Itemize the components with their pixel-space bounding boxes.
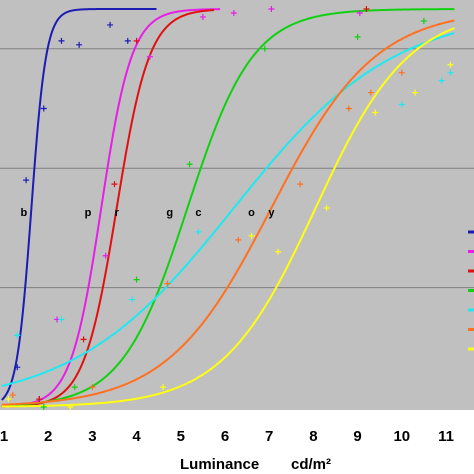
x-axis-unit: cd/m²	[291, 456, 331, 473]
data-point-r	[80, 336, 87, 343]
data-point-b	[40, 105, 47, 112]
series-line-b	[1, 8, 157, 401]
data-point-g	[354, 33, 361, 40]
series-line-g	[1, 8, 455, 407]
data-point-g	[261, 45, 268, 52]
curve-label-y: y	[268, 207, 275, 219]
data-point-r	[133, 37, 140, 44]
data-points	[5, 6, 454, 410]
data-point-o	[367, 89, 374, 96]
x-tick-labels: 1 2 3 4 5 6 7 8 9 10 11	[0, 428, 454, 445]
data-point-y	[160, 384, 167, 391]
x-axis-label: Luminance	[180, 456, 259, 473]
data-point-o	[398, 69, 405, 76]
data-point-b	[58, 37, 65, 44]
data-point-y	[5, 396, 12, 403]
x-tick-label: 5	[177, 428, 185, 445]
data-point-b	[76, 41, 83, 48]
curve-label-p: p	[85, 207, 92, 219]
x-tick-label: 8	[309, 428, 317, 445]
data-point-b	[107, 21, 114, 28]
curve-label-r: r	[115, 207, 120, 219]
x-tick-label: 7	[265, 428, 273, 445]
data-point-c	[14, 332, 21, 339]
data-point-o	[235, 236, 242, 243]
series-line-c	[1, 32, 455, 387]
data-point-y	[248, 232, 255, 239]
series-line-p	[1, 8, 221, 408]
data-point-c	[58, 316, 65, 323]
x-tick-label: 9	[353, 428, 361, 445]
curve-label-g: g	[166, 207, 173, 219]
data-point-r	[111, 181, 118, 188]
data-point-b	[124, 37, 131, 44]
data-point-r	[363, 6, 370, 12]
data-point-b	[14, 364, 21, 371]
x-tick-label: 2	[44, 428, 52, 445]
x-tick-label: 6	[221, 428, 229, 445]
grid	[0, 48, 474, 289]
data-point-g	[71, 384, 78, 391]
curve-label-c: c	[195, 207, 201, 219]
data-point-g	[40, 404, 47, 410]
data-point-c	[447, 69, 454, 76]
series-line-y	[1, 27, 455, 408]
x-tick-label: 11	[438, 428, 454, 445]
data-point-o	[164, 280, 171, 287]
x-tick-label: 10	[393, 428, 410, 445]
data-point-p	[102, 252, 109, 259]
data-point-o	[89, 384, 96, 391]
data-point-y	[447, 61, 454, 68]
data-point-y	[275, 248, 282, 255]
data-point-p	[146, 53, 153, 60]
data-point-g	[186, 161, 193, 168]
data-point-c	[438, 77, 445, 84]
data-point-p	[199, 13, 206, 20]
x-tick-label: 4	[132, 428, 141, 445]
x-tick-label: 1	[0, 428, 8, 445]
data-point-g	[133, 276, 140, 283]
data-point-p	[356, 9, 363, 16]
data-point-r	[36, 396, 43, 403]
x-tick-label: 3	[88, 428, 96, 445]
data-point-c	[398, 101, 405, 108]
data-point-y	[67, 404, 74, 410]
data-point-b	[23, 177, 30, 184]
data-point-o	[9, 392, 16, 399]
data-point-y	[372, 109, 379, 116]
data-point-o	[345, 105, 352, 112]
series-line-o	[1, 19, 455, 406]
data-point-o	[297, 181, 304, 188]
data-point-y	[323, 205, 330, 211]
data-point-c	[195, 228, 202, 235]
series-curves	[1, 8, 455, 408]
data-point-p	[268, 6, 275, 12]
data-point-g	[420, 17, 427, 24]
data-point-y	[412, 89, 419, 96]
legend	[468, 230, 474, 351]
curve-label-o: o	[248, 207, 255, 219]
curve-label-b: b	[21, 207, 28, 219]
data-point-c	[129, 296, 136, 303]
data-point-p	[230, 9, 237, 16]
